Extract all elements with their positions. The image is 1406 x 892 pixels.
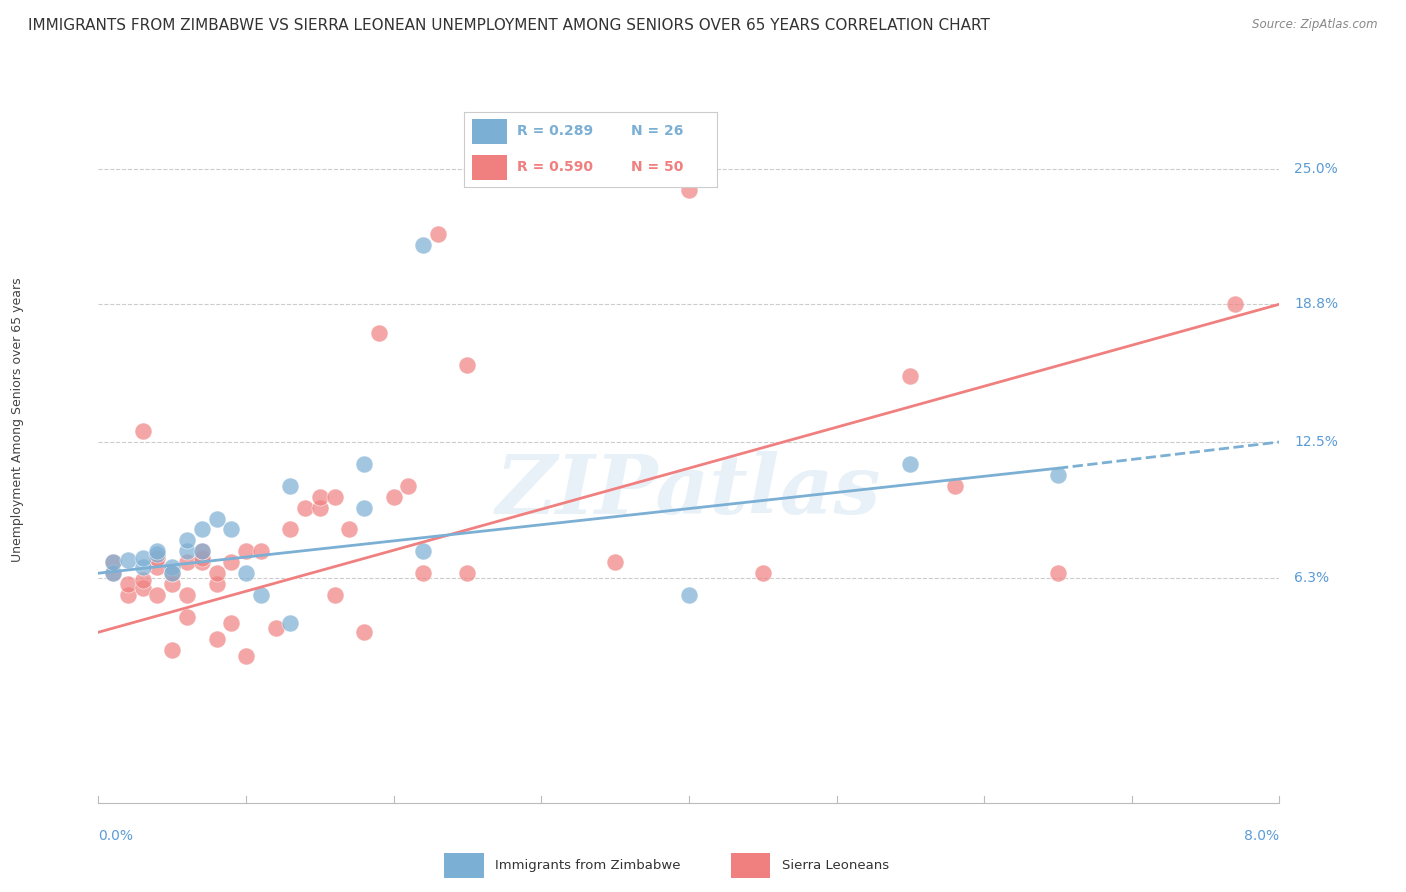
Point [678, 184, 700, 198]
Point [103, 555, 124, 569]
Bar [471, 154, 508, 179]
Point [176, 544, 198, 558]
Point [1046, 467, 1069, 482]
Point [162, 566, 183, 581]
Point [176, 555, 198, 569]
Point [117, 553, 139, 567]
Point [132, 573, 155, 587]
Point [219, 555, 242, 569]
Point [898, 457, 921, 471]
Point [678, 588, 700, 602]
Text: R = 0.289: R = 0.289 [517, 124, 593, 138]
Point [278, 523, 301, 537]
Point [117, 588, 139, 602]
Text: 12.5%: 12.5% [1294, 435, 1339, 449]
Point [219, 523, 242, 537]
Bar [731, 853, 770, 878]
Text: 25.0%: 25.0% [1294, 161, 1339, 176]
Point [205, 632, 228, 646]
Point [294, 500, 316, 515]
Text: N = 26: N = 26 [631, 124, 683, 138]
Point [146, 550, 169, 565]
Point [162, 642, 183, 657]
Point [412, 544, 434, 558]
Text: Immigrants from Zimbabwe: Immigrants from Zimbabwe [495, 859, 681, 871]
Point [205, 511, 228, 525]
Text: ZIPatlas: ZIPatlas [496, 451, 882, 531]
Point [132, 550, 155, 565]
Point [176, 533, 198, 548]
Point [146, 547, 169, 561]
Bar [471, 119, 508, 145]
Point [353, 500, 375, 515]
Point [943, 479, 966, 493]
Point [162, 566, 183, 581]
Point [1046, 566, 1069, 581]
Point [456, 566, 478, 581]
Point [250, 588, 273, 602]
Point [191, 544, 214, 558]
Point [367, 326, 389, 340]
Text: Sierra Leoneans: Sierra Leoneans [782, 859, 889, 871]
Point [278, 616, 301, 631]
Point [146, 559, 169, 574]
Text: 18.8%: 18.8% [1294, 297, 1339, 311]
Point [191, 555, 214, 569]
Point [162, 559, 183, 574]
Point [751, 566, 773, 581]
Point [235, 544, 257, 558]
Point [264, 621, 287, 635]
Text: R = 0.590: R = 0.590 [517, 160, 593, 174]
Point [176, 588, 198, 602]
Point [308, 500, 332, 515]
Point [323, 490, 346, 504]
Point [146, 544, 169, 558]
Point [337, 523, 360, 537]
Point [205, 577, 228, 591]
Text: Unemployment Among Seniors over 65 years: Unemployment Among Seniors over 65 years [11, 277, 24, 563]
Point [235, 649, 257, 664]
Bar [444, 853, 484, 878]
Point [323, 588, 346, 602]
Point [132, 559, 155, 574]
Point [250, 544, 273, 558]
Point [278, 479, 301, 493]
Point [898, 369, 921, 384]
Point [426, 227, 449, 242]
Point [308, 490, 332, 504]
Point [103, 566, 124, 581]
Point [191, 544, 214, 558]
Text: 0.0%: 0.0% [98, 829, 134, 843]
Point [162, 577, 183, 591]
Text: N = 50: N = 50 [631, 160, 683, 174]
Point [103, 566, 124, 581]
Point [205, 566, 228, 581]
Point [1223, 297, 1246, 311]
Point [456, 359, 478, 373]
Point [191, 523, 214, 537]
Point [132, 582, 155, 596]
Point [396, 479, 419, 493]
Point [412, 566, 434, 581]
Point [117, 577, 139, 591]
Point [219, 616, 242, 631]
Text: IMMIGRANTS FROM ZIMBABWE VS SIERRA LEONEAN UNEMPLOYMENT AMONG SENIORS OVER 65 YE: IMMIGRANTS FROM ZIMBABWE VS SIERRA LEONE… [28, 18, 990, 33]
Point [176, 610, 198, 624]
Point [103, 555, 124, 569]
Point [382, 490, 405, 504]
Point [353, 625, 375, 640]
Point [605, 555, 627, 569]
Point [412, 238, 434, 252]
Point [146, 588, 169, 602]
Point [235, 566, 257, 581]
Text: 6.3%: 6.3% [1294, 571, 1329, 584]
Point [132, 424, 155, 438]
Text: 8.0%: 8.0% [1244, 829, 1279, 843]
Text: Source: ZipAtlas.com: Source: ZipAtlas.com [1253, 18, 1378, 31]
Point [191, 550, 214, 565]
Point [353, 457, 375, 471]
